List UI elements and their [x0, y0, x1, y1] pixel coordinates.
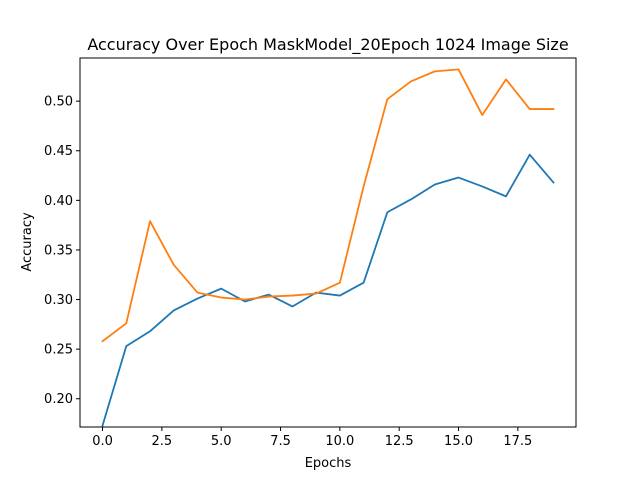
- x-axis: 0.0 2.5 5.0 7.5 10.0 12.5 15.0 17.5: [92, 427, 532, 449]
- x-tick-label: 5.0: [211, 434, 232, 449]
- x-tick-label: 10.0: [325, 434, 354, 449]
- x-tick-label: 0.0: [92, 434, 113, 449]
- y-tick-label: 0.45: [44, 144, 73, 159]
- x-tick-label: 2.5: [152, 434, 173, 449]
- x-axis-title: Epochs: [305, 456, 352, 471]
- series-line-2: [101, 68, 555, 343]
- plot-frame: [79, 57, 577, 428]
- plot-area: [80, 58, 576, 427]
- y-axis-title: Accuracy: [20, 212, 35, 272]
- x-tick-label: 7.5: [270, 434, 291, 449]
- y-tick-label: 0.50: [44, 95, 73, 110]
- x-tick-label: 12.5: [385, 434, 414, 449]
- y-tick-label: 0.40: [44, 194, 73, 209]
- series-layer: [101, 68, 555, 427]
- y-tick-label: 0.25: [44, 343, 73, 358]
- y-tick-label: 0.20: [44, 392, 73, 407]
- x-tick-label: 17.5: [503, 434, 532, 449]
- y-tick-label: 0.30: [44, 293, 73, 308]
- y-axis: 0.20 0.25 0.30 0.35 0.40 0.45 0.50: [44, 95, 80, 407]
- y-tick-label: 0.35: [44, 243, 73, 258]
- chart-title: Accuracy Over Epoch MaskModel_20Epoch 10…: [87, 35, 568, 55]
- series-line-1: [101, 153, 555, 427]
- x-tick-label: 15.0: [444, 434, 473, 449]
